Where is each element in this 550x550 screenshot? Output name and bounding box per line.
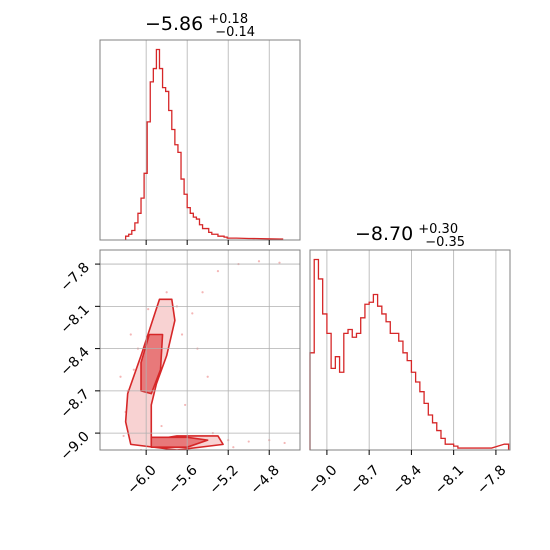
scatter-point <box>165 291 168 294</box>
hist2-title-minus: −0.35 <box>425 235 465 250</box>
hist2-frame <box>309 249 511 451</box>
y-tick-label: −8.4 <box>57 344 92 379</box>
contour-gridlines <box>100 250 300 450</box>
scatter-point <box>283 441 286 445</box>
scatter-point <box>122 434 125 438</box>
y-tick-label: −9.0 <box>57 429 92 464</box>
hist2-ticks <box>326 450 497 455</box>
scatter-point <box>216 270 220 273</box>
histogram-panel-1: −5.86 +0.18 −0.14 <box>99 8 301 245</box>
scatter-point <box>132 368 135 371</box>
scatter-point <box>129 333 132 336</box>
scatter-point <box>257 260 261 263</box>
contour-panel: −6.0 −5.6 −5.2 −4.8 −7.8 −8.1 −8.4 −8.7 −9.0 <box>57 249 301 498</box>
scatter-point <box>206 375 209 378</box>
hist1-frame <box>99 39 301 241</box>
hist1-title-minus: −0.14 <box>215 25 255 40</box>
hist1-title: −5.86 +0.18 −0.14 <box>145 8 255 40</box>
contour-level-inner <box>150 436 209 448</box>
scatter-point <box>191 312 194 315</box>
hist1-gridlines <box>145 40 270 240</box>
contour-x-tick-labels: −6.0 −5.6 −5.2 −4.8 <box>124 462 282 497</box>
scatter-point <box>147 308 150 311</box>
x-tick-label: −5.6 <box>165 462 200 497</box>
contour-y-tick-labels: −7.8 −8.1 −8.4 −8.7 −9.0 <box>57 260 92 464</box>
x-tick-label: −7.8 <box>474 462 509 497</box>
histogram-1-steps <box>124 48 284 240</box>
histogram-panel-2: −9.0 −8.7 −8.4 −8.1 −7.8 −8.70 +0.30 −0.35 <box>305 218 511 498</box>
scatter-point <box>247 440 250 443</box>
x-tick-label: −4.8 <box>247 462 282 497</box>
hist2-title: −8.70 +0.30 −0.35 <box>355 218 465 250</box>
y-tick-label: −8.1 <box>57 302 92 337</box>
hist1-title-plus: +0.18 <box>208 12 248 27</box>
y-tick-label: −8.7 <box>57 386 92 421</box>
hist1-ticks <box>145 240 270 245</box>
x-tick-label: −5.2 <box>206 462 241 497</box>
scatter-point <box>201 291 204 294</box>
hist2-title-plus: +0.30 <box>418 222 458 237</box>
scatter-point <box>160 424 163 428</box>
scatter-point <box>119 375 122 378</box>
contour-ticks <box>95 263 270 455</box>
x-tick-label: −8.4 <box>390 462 425 497</box>
x-tick-label: −8.1 <box>432 462 467 497</box>
histogram-2-steps <box>309 258 510 450</box>
y-tick-label: −7.8 <box>57 260 92 295</box>
x-tick-label: −6.0 <box>124 462 159 497</box>
hist1-title-median: −5.86 <box>145 13 203 35</box>
contour-frame <box>99 249 301 451</box>
x-tick-label: −8.7 <box>347 462 382 497</box>
contour-levels <box>124 298 224 450</box>
hist2-tick-labels: −9.0 −8.7 −8.4 −8.1 −7.8 <box>305 462 509 497</box>
x-tick-label: −9.0 <box>305 462 340 497</box>
scatter-point <box>278 261 281 264</box>
scatter-point <box>180 333 184 336</box>
scatter-point <box>184 403 187 407</box>
hist2-title-median: −8.70 <box>355 223 413 245</box>
scatter-point <box>232 446 235 449</box>
hist2-gridlines <box>326 250 497 450</box>
